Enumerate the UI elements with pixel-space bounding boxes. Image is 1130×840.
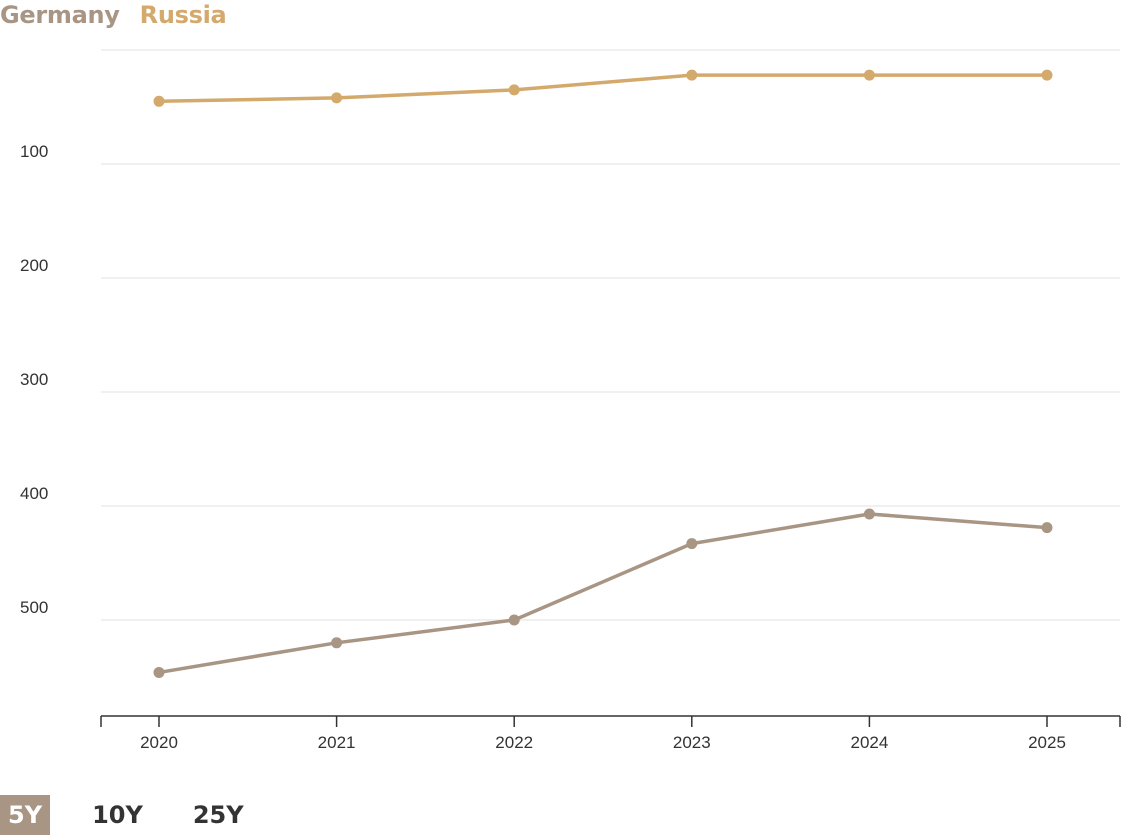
data-point-russia-2021 [331,92,343,104]
line-chart: 100 200 300 400 500 2020 2021 2022 2023 2024 2025 [20,49,1121,752]
data-point-russia-2023 [686,69,698,81]
legend-item-russia[interactable]: Russia [139,1,227,29]
range-button-25y[interactable]: 25Y [192,801,244,829]
x-tick-label-2025: 2025 [1028,733,1066,752]
data-point-russia-2025 [1041,69,1053,81]
range-button-5y[interactable]: 5Y [0,795,51,835]
range-selector: 5Y 10Y 25Y [0,795,252,835]
chart-legend: Germany Russia [0,0,227,30]
x-tick-label-2022: 2022 [495,733,533,752]
data-point-russia-2020 [153,95,165,107]
x-tick-label-2020: 2020 [140,733,178,752]
x-tick-label-2023: 2023 [673,733,711,752]
series-line-russia [157,73,1049,104]
x-tick-label-2021: 2021 [318,733,356,752]
y-tick-label-500: 500 [20,598,48,617]
data-point-russia-2022 [508,84,520,96]
y-tick-label-400: 400 [20,484,48,503]
data-point-germany-2023 [686,538,698,550]
x-tick-label-2024: 2024 [850,733,888,752]
range-button-10y[interactable]: 10Y [92,801,143,829]
y-tick-label-100: 100 [20,142,48,161]
y-tick-label-300: 300 [20,370,48,389]
data-point-russia-2024 [863,69,875,81]
data-point-germany-2020 [153,666,165,678]
series-line-germany [157,512,1049,675]
data-point-germany-2025 [1041,522,1053,534]
data-point-germany-2022 [508,614,520,626]
legend-item-germany[interactable]: Germany [0,1,120,29]
data-point-germany-2021 [331,637,343,649]
data-point-germany-2024 [863,508,875,520]
y-tick-label-200: 200 [20,256,48,275]
